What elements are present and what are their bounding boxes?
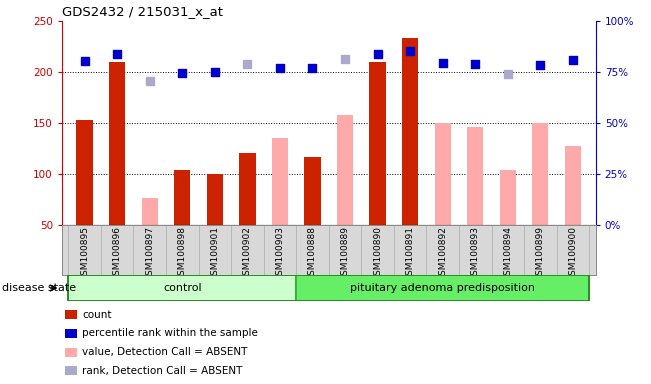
Text: count: count <box>83 310 112 319</box>
Point <box>503 71 513 77</box>
Text: GSM100895: GSM100895 <box>80 226 89 281</box>
Text: GSM100888: GSM100888 <box>308 226 317 281</box>
Text: GSM100901: GSM100901 <box>210 226 219 281</box>
Bar <box>435 123 450 225</box>
Text: GSM100899: GSM100899 <box>536 226 545 281</box>
Text: GSM100894: GSM100894 <box>503 226 512 281</box>
Text: GSM100892: GSM100892 <box>438 226 447 281</box>
Text: GSM100902: GSM100902 <box>243 226 252 281</box>
Point <box>340 56 350 62</box>
Bar <box>467 127 483 225</box>
Text: GSM100896: GSM100896 <box>113 226 122 281</box>
Bar <box>207 174 223 225</box>
Bar <box>500 170 516 225</box>
Point <box>275 65 285 71</box>
Bar <box>65 310 77 319</box>
Bar <box>402 38 419 225</box>
Text: GSM100903: GSM100903 <box>275 226 284 281</box>
Text: control: control <box>163 283 202 293</box>
Point <box>568 57 578 63</box>
Point <box>145 78 155 84</box>
Point <box>79 58 90 64</box>
Text: percentile rank within the sample: percentile rank within the sample <box>83 328 258 338</box>
Bar <box>68 275 296 301</box>
Text: GSM100890: GSM100890 <box>373 226 382 281</box>
Point <box>177 70 187 76</box>
Point <box>535 62 546 68</box>
Point <box>372 51 383 57</box>
Point <box>307 65 318 71</box>
Text: value, Detection Call = ABSENT: value, Detection Call = ABSENT <box>83 347 248 357</box>
Bar <box>109 62 125 225</box>
Bar <box>240 154 255 225</box>
Bar <box>370 62 385 225</box>
Bar <box>77 120 92 225</box>
Text: GDS2432 / 215031_x_at: GDS2432 / 215031_x_at <box>62 5 223 18</box>
Bar <box>142 198 158 225</box>
Bar <box>272 138 288 225</box>
Bar <box>296 275 589 301</box>
Point <box>405 48 415 54</box>
Text: pituitary adenoma predisposition: pituitary adenoma predisposition <box>350 283 535 293</box>
Bar <box>65 348 77 357</box>
Bar <box>565 146 581 225</box>
Text: GSM100889: GSM100889 <box>340 226 350 281</box>
Text: GSM100893: GSM100893 <box>471 226 480 281</box>
Bar <box>533 123 549 225</box>
Bar <box>65 329 77 338</box>
Text: GSM100898: GSM100898 <box>178 226 187 281</box>
Text: rank, Detection Call = ABSENT: rank, Detection Call = ABSENT <box>83 366 243 376</box>
Bar <box>305 157 320 225</box>
Text: GSM100900: GSM100900 <box>568 226 577 281</box>
Point <box>210 69 220 75</box>
Text: disease state: disease state <box>2 283 76 293</box>
Point <box>112 51 122 57</box>
Bar <box>174 170 191 225</box>
Bar <box>337 115 353 225</box>
Point <box>242 61 253 67</box>
Bar <box>65 366 77 375</box>
Text: GSM100891: GSM100891 <box>406 226 415 281</box>
Point <box>437 60 448 66</box>
Text: GSM100897: GSM100897 <box>145 226 154 281</box>
Point <box>470 61 480 67</box>
